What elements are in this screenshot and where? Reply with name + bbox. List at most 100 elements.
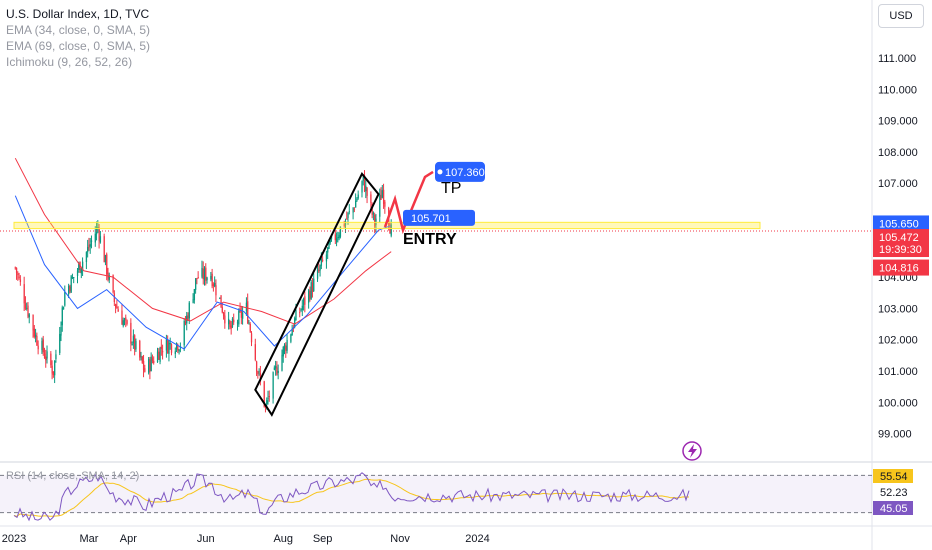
ema69-legend[interactable]: EMA (69, close, 0, SMA, 5) (6, 39, 151, 53)
candle-body (113, 293, 116, 303)
price-axis[interactable]: 111.000110.000109.000108.000107.000104.0… (873, 53, 929, 441)
candle-body (51, 365, 53, 374)
candle-body (311, 283, 314, 293)
candle-body (229, 321, 231, 327)
candle-body (286, 340, 288, 351)
candle-body (132, 335, 135, 344)
candle-body (79, 261, 81, 273)
candle-body (115, 304, 117, 308)
candle-body (178, 349, 180, 352)
candle-body (187, 315, 189, 320)
candle-body (148, 358, 150, 373)
candle-body (85, 252, 88, 263)
rsi-ma-value: 55.54 (880, 471, 908, 483)
candle-body (257, 371, 259, 374)
candle-body (389, 227, 391, 234)
candle-body (308, 290, 310, 303)
candle-body (43, 353, 46, 358)
candle-body (126, 320, 128, 324)
candle-body (32, 314, 34, 331)
ichimoku-legend[interactable]: Ichimoku (9, 26, 52, 26) (6, 55, 133, 69)
candle-body (335, 238, 338, 243)
candle-body (134, 335, 136, 350)
time-tick-label: Jun (197, 533, 215, 545)
candle-body (71, 276, 74, 279)
candle-body (177, 344, 179, 351)
candle-body (348, 211, 350, 213)
candle-body (210, 276, 212, 280)
symbol-title[interactable]: U.S. Dollar Index, 1D, TVC (6, 7, 150, 21)
entry-label: ENTRY (403, 231, 457, 248)
candle-body (193, 288, 196, 301)
candle-body (295, 310, 297, 321)
candle-body (205, 267, 207, 281)
price-tick-label: 110.000 (878, 84, 917, 96)
candle-body (291, 329, 293, 336)
time-axis[interactable]: 2023 Mar Apr Jun Aug Sep Nov 2024 (2, 533, 490, 545)
currency-button[interactable]: USD (878, 4, 924, 28)
candle-body (144, 368, 146, 372)
candle-body (106, 254, 108, 275)
candle-body (370, 194, 372, 203)
candle-body (188, 302, 190, 319)
time-tick-label: Nov (390, 533, 410, 545)
candle-body (70, 276, 72, 293)
candle-body (309, 291, 311, 300)
candle-body (34, 334, 37, 338)
tp-label: TP (441, 180, 461, 197)
ema34-legend[interactable]: EMA (34, close, 0, SMA, 5) (6, 23, 151, 37)
candle-body (325, 254, 328, 262)
candle-body (23, 284, 25, 304)
candle-body (302, 298, 305, 305)
last-price-badge (873, 229, 929, 258)
candle-body (45, 356, 47, 361)
candle-body (357, 194, 359, 199)
rsi-band (0, 475, 872, 513)
candle-body (202, 268, 204, 280)
candle-body (153, 360, 155, 363)
candle-body (52, 371, 55, 376)
rsi-legend[interactable]: RSI (14, close, SMA, 14, 2) (6, 470, 140, 482)
candle-body (33, 328, 36, 337)
last-price-label: 105.472 (879, 232, 919, 244)
candle-body (62, 307, 65, 310)
candle-body (104, 255, 107, 263)
candle-body (221, 307, 223, 313)
candle-body (222, 312, 225, 316)
candle-body (167, 340, 169, 354)
candle-body (18, 276, 20, 278)
candle-body (363, 175, 366, 192)
candle-body (294, 318, 296, 328)
trend-channel (254, 171, 380, 417)
candle-body (242, 312, 244, 319)
price-tick-label: 100.000 (878, 397, 918, 409)
candle-body (24, 303, 27, 309)
candle-body (285, 345, 287, 351)
candle-body (175, 343, 178, 350)
candle-body (361, 181, 363, 193)
candles (14, 170, 392, 413)
candle-body (183, 320, 185, 346)
candle-body (174, 351, 176, 354)
candle-body (41, 341, 43, 351)
candle-body (151, 358, 154, 361)
rsi-rsi-value: 45.05 (880, 503, 908, 515)
candle-body (238, 310, 240, 325)
candle-body (135, 341, 137, 350)
candle-body (117, 309, 119, 312)
time-tick-label: 2023 (2, 533, 26, 545)
candle-body (37, 345, 39, 350)
candle-body (42, 339, 44, 353)
candle-body (36, 336, 38, 346)
candle-body (170, 344, 173, 353)
candle-body (80, 268, 83, 274)
candle-body (338, 235, 340, 239)
tp-value-label: 107.360 (445, 167, 485, 179)
lightning-bolt (688, 444, 697, 458)
candle-body (15, 267, 18, 273)
candle-body (346, 218, 348, 220)
candle-body (353, 208, 356, 210)
price-tick-label: 107.000 (878, 178, 918, 190)
candle-body (73, 277, 75, 279)
